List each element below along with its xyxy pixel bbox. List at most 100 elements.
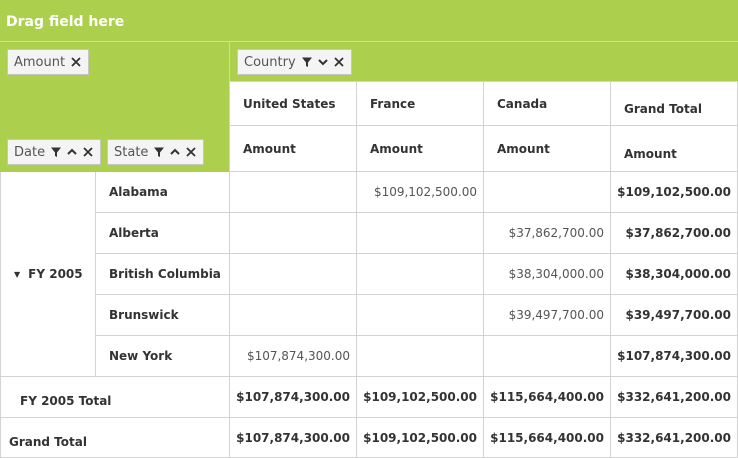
row-grand-total-cell[interactable]: $37,862,700.00 [611,213,738,254]
filter-drop-zone[interactable]: Drag field here [0,0,738,42]
value-cell[interactable] [357,336,484,377]
subtotal-cell[interactable]: $107,874,300.00 [230,377,357,418]
total-text: $115,664,400.00 [490,390,604,404]
grand-total-cell[interactable]: $115,664,400.00 [484,418,611,458]
value-cell[interactable]: $109,102,500.00 [357,172,484,213]
values-field-label: Amount [14,54,66,70]
total-text: $109,102,500.00 [363,390,477,404]
value-cell[interactable] [484,172,611,213]
collapse-caret-icon[interactable]: ▼ [14,269,21,279]
total-text: $107,874,300.00 [236,430,350,445]
measure-header-label: Amount [624,146,677,161]
sort-ascending-icon[interactable] [64,144,80,160]
total-text: $109,102,500.00 [617,185,731,199]
measure-header: Amount [611,126,738,172]
values-field-chip[interactable]: Amount [7,49,90,75]
measure-header: Amount [230,126,357,172]
total-text: $39,497,700.00 [625,308,731,322]
row-group-label: FY 2005 [28,267,83,281]
row-header-label: British Columbia [109,267,221,281]
value-cell[interactable] [230,254,357,295]
filter-icon[interactable] [299,54,315,70]
columns-drop-zone[interactable]: Country [230,42,738,82]
filter-drop-zone-label: Drag field here [6,14,125,30]
row-header-state: Alabama [96,172,230,213]
measure-header: Amount [484,126,611,172]
filter-icon[interactable] [151,144,167,160]
value-cell[interactable] [484,336,611,377]
grand-total-label: Grand Total [9,434,87,449]
value-text: $107,874,300.00 [246,349,350,363]
subtotal-label: FY 2005 Total [20,394,112,408]
row-field-label: Date [14,144,46,160]
filter-icon[interactable] [48,144,64,160]
close-icon[interactable] [183,144,199,160]
close-icon[interactable] [331,54,347,70]
value-text: $39,497,700.00 [508,308,604,322]
grand-total-overall-cell[interactable]: $332,641,200.00 [611,418,738,458]
row-grand-total-cell[interactable]: $109,102,500.00 [611,172,738,213]
rows-drop-zone[interactable]: Date State [0,82,230,172]
row-header-state: Alberta [96,213,230,254]
value-cell[interactable] [357,254,484,295]
subtotal-row-header: FY 2005 Total [0,377,230,418]
value-text: $38,304,000.00 [508,267,604,281]
total-text: $332,641,200.00 [617,430,731,445]
subtotal-cell[interactable]: $115,664,400.00 [484,377,611,418]
value-cell[interactable] [230,295,357,336]
row-grand-total-cell[interactable]: $38,304,000.00 [611,254,738,295]
total-text: $37,862,700.00 [625,226,731,240]
value-cell[interactable] [357,213,484,254]
measure-header-label: Amount [497,141,550,156]
column-header-country[interactable]: Canada [484,82,611,126]
value-cell[interactable] [357,295,484,336]
grand-total-row-header: Grand Total [0,418,230,458]
row-group-header[interactable]: ▼ FY 2005 [0,172,96,377]
value-cell[interactable]: $39,497,700.00 [484,295,611,336]
column-header-country[interactable]: United States [230,82,357,126]
sort-descending-icon[interactable] [315,54,331,70]
value-text: $37,862,700.00 [508,226,604,240]
total-text: $332,641,200.00 [617,390,731,404]
values-drop-zone[interactable]: Amount [0,42,230,82]
row-grand-total-cell[interactable]: $107,874,300.00 [611,336,738,377]
row-header-state: British Columbia [96,254,230,295]
column-field-chip[interactable]: Country [237,49,352,75]
column-field-label: Country [244,54,296,70]
row-header-label: New York [109,349,173,363]
value-cell[interactable] [230,172,357,213]
measure-header-label: Amount [370,141,423,156]
row-field-chip-state[interactable]: State [107,139,205,165]
value-cell[interactable] [230,213,357,254]
close-icon[interactable] [68,54,84,70]
measure-header: Amount [357,126,484,172]
grand-total-cell[interactable]: $107,874,300.00 [230,418,357,458]
total-text: $107,874,300.00 [236,390,350,404]
measure-header-label: Amount [243,141,296,156]
column-header-label: Grand Total [624,101,702,116]
row-header-state: Brunswick [96,295,230,336]
value-cell[interactable]: $37,862,700.00 [484,213,611,254]
subtotal-grand-total-cell[interactable]: $332,641,200.00 [611,377,738,418]
column-header-label: France [370,96,416,111]
row-header-state: New York [96,336,230,377]
value-text: $109,102,500.00 [373,185,477,199]
value-cell[interactable]: $38,304,000.00 [484,254,611,295]
value-cell[interactable]: $107,874,300.00 [230,336,357,377]
close-icon[interactable] [80,144,96,160]
total-text: $115,664,400.00 [490,430,604,445]
sort-ascending-icon[interactable] [167,144,183,160]
row-field-chip-date[interactable]: Date [7,139,102,165]
total-text: $107,874,300.00 [617,349,731,363]
row-field-label: State [114,144,149,160]
column-header-grand-total: Grand Total [611,82,738,126]
row-grand-total-cell[interactable]: $39,497,700.00 [611,295,738,336]
subtotal-cell[interactable]: $109,102,500.00 [357,377,484,418]
column-header-country[interactable]: France [357,82,484,126]
total-text: $38,304,000.00 [625,267,731,281]
row-header-label: Alabama [109,185,168,199]
grand-total-cell[interactable]: $109,102,500.00 [357,418,484,458]
column-header-label: United States [243,96,336,111]
column-header-label: Canada [497,96,548,111]
